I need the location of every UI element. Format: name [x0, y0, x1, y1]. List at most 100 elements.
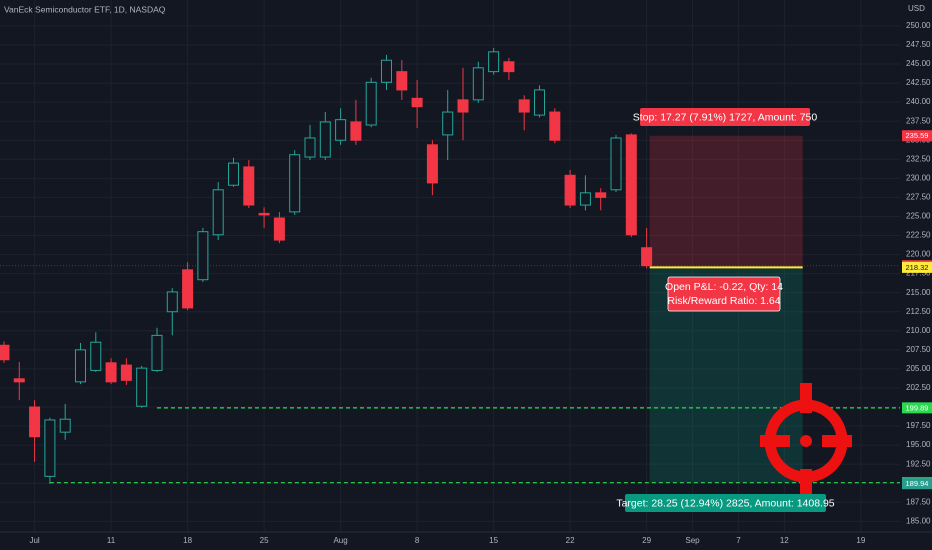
candle-body	[197, 231, 209, 281]
overlay: Stop: 17.27 (7.91%) 1727, Amount: 750 Op…	[616, 108, 852, 512]
y-tick-label: 217.50	[906, 269, 931, 278]
target-icon	[760, 383, 852, 499]
x-tick-label: 8	[415, 536, 420, 545]
y-tick-label: 245.00	[906, 59, 931, 68]
candle-body	[44, 419, 56, 477]
y-tick-label: 247.50	[906, 40, 931, 49]
y-tick-label: 185.00	[906, 516, 931, 525]
pnl-label: Open P&L: -0.22, Qty: 14	[665, 281, 783, 293]
price-tag-label: 199.89	[906, 403, 929, 412]
candle-body	[426, 144, 438, 184]
candle-body	[564, 174, 576, 206]
price-tag-label: 189.94	[906, 479, 929, 488]
y-tick-label: 210.00	[906, 326, 931, 335]
y-tick-label: 237.50	[906, 116, 931, 125]
x-tick-label: 19	[856, 536, 865, 545]
y-tick-label: 240.00	[906, 97, 931, 106]
candle-body	[273, 217, 285, 241]
x-tick-label: Jul	[29, 536, 39, 545]
y-tick-label: 215.00	[906, 288, 931, 297]
candle-body	[289, 154, 301, 213]
y-tick-label: 212.50	[906, 307, 931, 316]
y-tick-label: 202.50	[906, 383, 931, 392]
y-tick-label: 225.00	[906, 212, 931, 221]
target-tick	[800, 469, 812, 499]
candle-body	[212, 189, 224, 236]
candle-body	[335, 119, 347, 141]
candle-body	[595, 192, 607, 198]
candle-body	[518, 99, 530, 113]
y-tick-label: 227.50	[906, 193, 931, 202]
stop-label: Stop: 17.27 (7.91%) 1727, Amount: 750	[633, 111, 818, 123]
target-dot	[800, 435, 812, 447]
candle-body	[319, 121, 331, 158]
pnl-box	[667, 276, 781, 312]
y-tick-label: 250.00	[906, 21, 931, 30]
x-tick-label: 12	[780, 536, 789, 545]
candle-body	[227, 162, 239, 186]
candle-body	[182, 269, 194, 309]
candle-body	[488, 51, 500, 73]
candle-body	[29, 406, 41, 438]
target-label: Target: 28.25 (12.94%) 2825, Amount: 140…	[616, 497, 834, 509]
price-tag	[902, 402, 932, 414]
x-tick-label: Aug	[333, 536, 347, 545]
candle-body	[243, 166, 255, 206]
y-tick-label: 232.50	[906, 154, 931, 163]
stop-zone	[649, 135, 803, 268]
price-tag	[902, 478, 932, 490]
candle-body	[625, 134, 637, 236]
candle-body	[0, 344, 10, 361]
y-tick-label: 192.50	[906, 459, 931, 468]
target-tick	[760, 435, 790, 447]
y-tick-label: 242.50	[906, 78, 931, 87]
x-tick-label: 22	[566, 536, 575, 545]
candle-body	[442, 111, 454, 136]
y-tick-label: 205.00	[906, 364, 931, 373]
y-tick-label: 195.00	[906, 440, 931, 449]
candle-body	[457, 99, 469, 113]
candle-body	[59, 418, 71, 433]
candle-body	[166, 291, 178, 313]
y-tick-label: 187.50	[906, 497, 931, 506]
candle-body	[549, 111, 561, 141]
target-tick	[800, 383, 812, 413]
candle-body	[503, 61, 515, 73]
candles	[0, 48, 803, 484]
y-tick-label: 207.50	[906, 345, 931, 354]
candle-body	[641, 247, 653, 267]
target-tick	[822, 435, 852, 447]
y-tick-label: 197.50	[906, 421, 931, 430]
x-tick-label: Sep	[685, 536, 700, 545]
x-tick-label: 7	[736, 536, 741, 545]
x-tick-label: 11	[107, 536, 116, 545]
candle-body	[411, 97, 423, 108]
candle-body	[151, 334, 163, 371]
y-tick-label: 222.50	[906, 231, 931, 240]
candle-body	[136, 367, 148, 407]
currency-label: USD	[908, 4, 925, 13]
x-tick-label: 29	[642, 536, 651, 545]
candle-body	[365, 81, 377, 126]
stop-box	[640, 108, 810, 126]
axis-background	[900, 0, 932, 550]
candle-body	[120, 364, 132, 381]
price-tag-label: 235.59	[906, 131, 929, 140]
candle-body	[350, 121, 362, 141]
candle-body	[258, 212, 270, 216]
x-tick-label: 15	[489, 536, 498, 545]
candle-body	[472, 67, 484, 101]
candle-body	[579, 192, 591, 206]
candle-body	[90, 341, 102, 371]
price-tag	[902, 261, 932, 273]
candle-body	[534, 89, 546, 116]
x-tick-label: 18	[183, 536, 192, 545]
rr-label: Risk/Reward Ratio: 1.64	[667, 295, 780, 307]
chart-title: VanEck Semiconductor ETF, 1D, NASDAQ	[4, 4, 166, 14]
price-tag	[902, 130, 932, 142]
candle-body	[396, 71, 408, 91]
target-box	[625, 494, 826, 512]
